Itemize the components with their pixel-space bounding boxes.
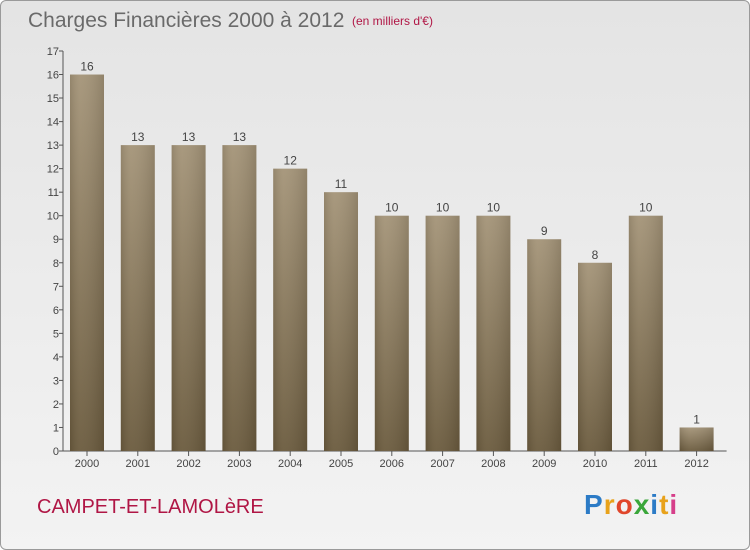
x-tick-label: 2004: [278, 458, 302, 470]
data-label: 1: [693, 412, 700, 426]
chart-subtitle: (en milliers d'€): [352, 14, 433, 28]
y-tick-label: 15: [47, 93, 59, 105]
chart-title: Charges Financières 2000 à 2012: [28, 9, 345, 32]
proxiti-logo: Proxiti: [584, 489, 678, 521]
logo-letter: r: [603, 489, 616, 520]
logo-letter: P: [584, 489, 604, 520]
bar-shade: [273, 168, 308, 451]
y-tick-label: 14: [47, 117, 59, 129]
y-tick-label: 8: [53, 258, 59, 270]
logo-letter: i: [650, 489, 660, 520]
x-tick-label: 2011: [634, 458, 658, 470]
logo-letter: o: [615, 489, 634, 520]
bar-shade: [374, 215, 409, 451]
data-label: 8: [592, 248, 599, 262]
logo-letter: i: [669, 489, 679, 520]
x-tick-label: 2005: [329, 458, 353, 470]
data-label: 10: [385, 201, 399, 215]
bar-shade: [628, 215, 663, 451]
y-tick-label: 11: [48, 187, 59, 199]
x-tick-label: 2008: [481, 458, 505, 470]
x-tick-label: 2000: [75, 458, 99, 470]
x-axis: 2000 2001 2002 2003 2004 2005 2006 2007 2008 2009…: [63, 450, 727, 470]
commune-name: CAMPET-ET-LAMOLèRE: [37, 496, 264, 518]
x-tick-label: 2003: [227, 458, 251, 470]
data-label: 10: [487, 201, 501, 215]
bar-shade: [679, 427, 714, 451]
data-label: 13: [233, 130, 247, 144]
y-tick-label: 12: [47, 164, 59, 176]
data-label: 9: [541, 224, 548, 238]
bar-shade: [425, 215, 460, 451]
bar-shade: [578, 262, 612, 451]
data-label: 11: [335, 177, 348, 191]
y-tick-label: 17: [47, 46, 59, 58]
y-tick-label: 13: [47, 140, 59, 152]
x-tick-label: 2006: [380, 458, 404, 470]
bars: [70, 74, 714, 452]
data-label: 10: [639, 201, 653, 215]
x-tick-label: 2010: [583, 458, 607, 470]
data-label: 16: [80, 60, 94, 74]
x-tick-label: 2012: [684, 458, 708, 470]
bar-shade: [527, 239, 562, 451]
y-tick-label: 5: [53, 328, 59, 340]
x-tick-label: 2002: [176, 458, 200, 470]
bar-shade: [222, 145, 257, 451]
y-tick-label: 1: [53, 422, 59, 434]
x-tick-label: 2007: [430, 458, 454, 470]
y-tick-label: 9: [53, 234, 59, 246]
y-tick-label: 2: [53, 399, 59, 411]
y-tick-label: 0: [53, 446, 59, 458]
data-label: 13: [131, 130, 145, 144]
bar-shade: [324, 192, 358, 452]
y-tick-label: 6: [53, 305, 59, 317]
bar-shade: [171, 145, 206, 451]
y-tick-label: 16: [47, 70, 59, 82]
x-tick-label: 2009: [532, 458, 556, 470]
data-label: 10: [436, 201, 450, 215]
bar-shade: [476, 215, 511, 451]
y-tick-label: 10: [47, 211, 59, 223]
bar-shade: [70, 74, 104, 451]
data-label: 12: [284, 154, 298, 168]
x-tick-label: 2001: [126, 458, 150, 470]
y-tick-label: 4: [53, 352, 59, 364]
y-tick-label: 3: [53, 375, 59, 387]
bar-shade: [120, 145, 155, 451]
logo-letter: t: [659, 489, 670, 520]
logo-letter: x: [633, 489, 651, 520]
data-labels: 16 13 13 13 12 11 10 10 10 9 8 10 1: [80, 60, 700, 427]
y-tick-label: 7: [53, 281, 59, 293]
data-label: 13: [182, 130, 196, 144]
